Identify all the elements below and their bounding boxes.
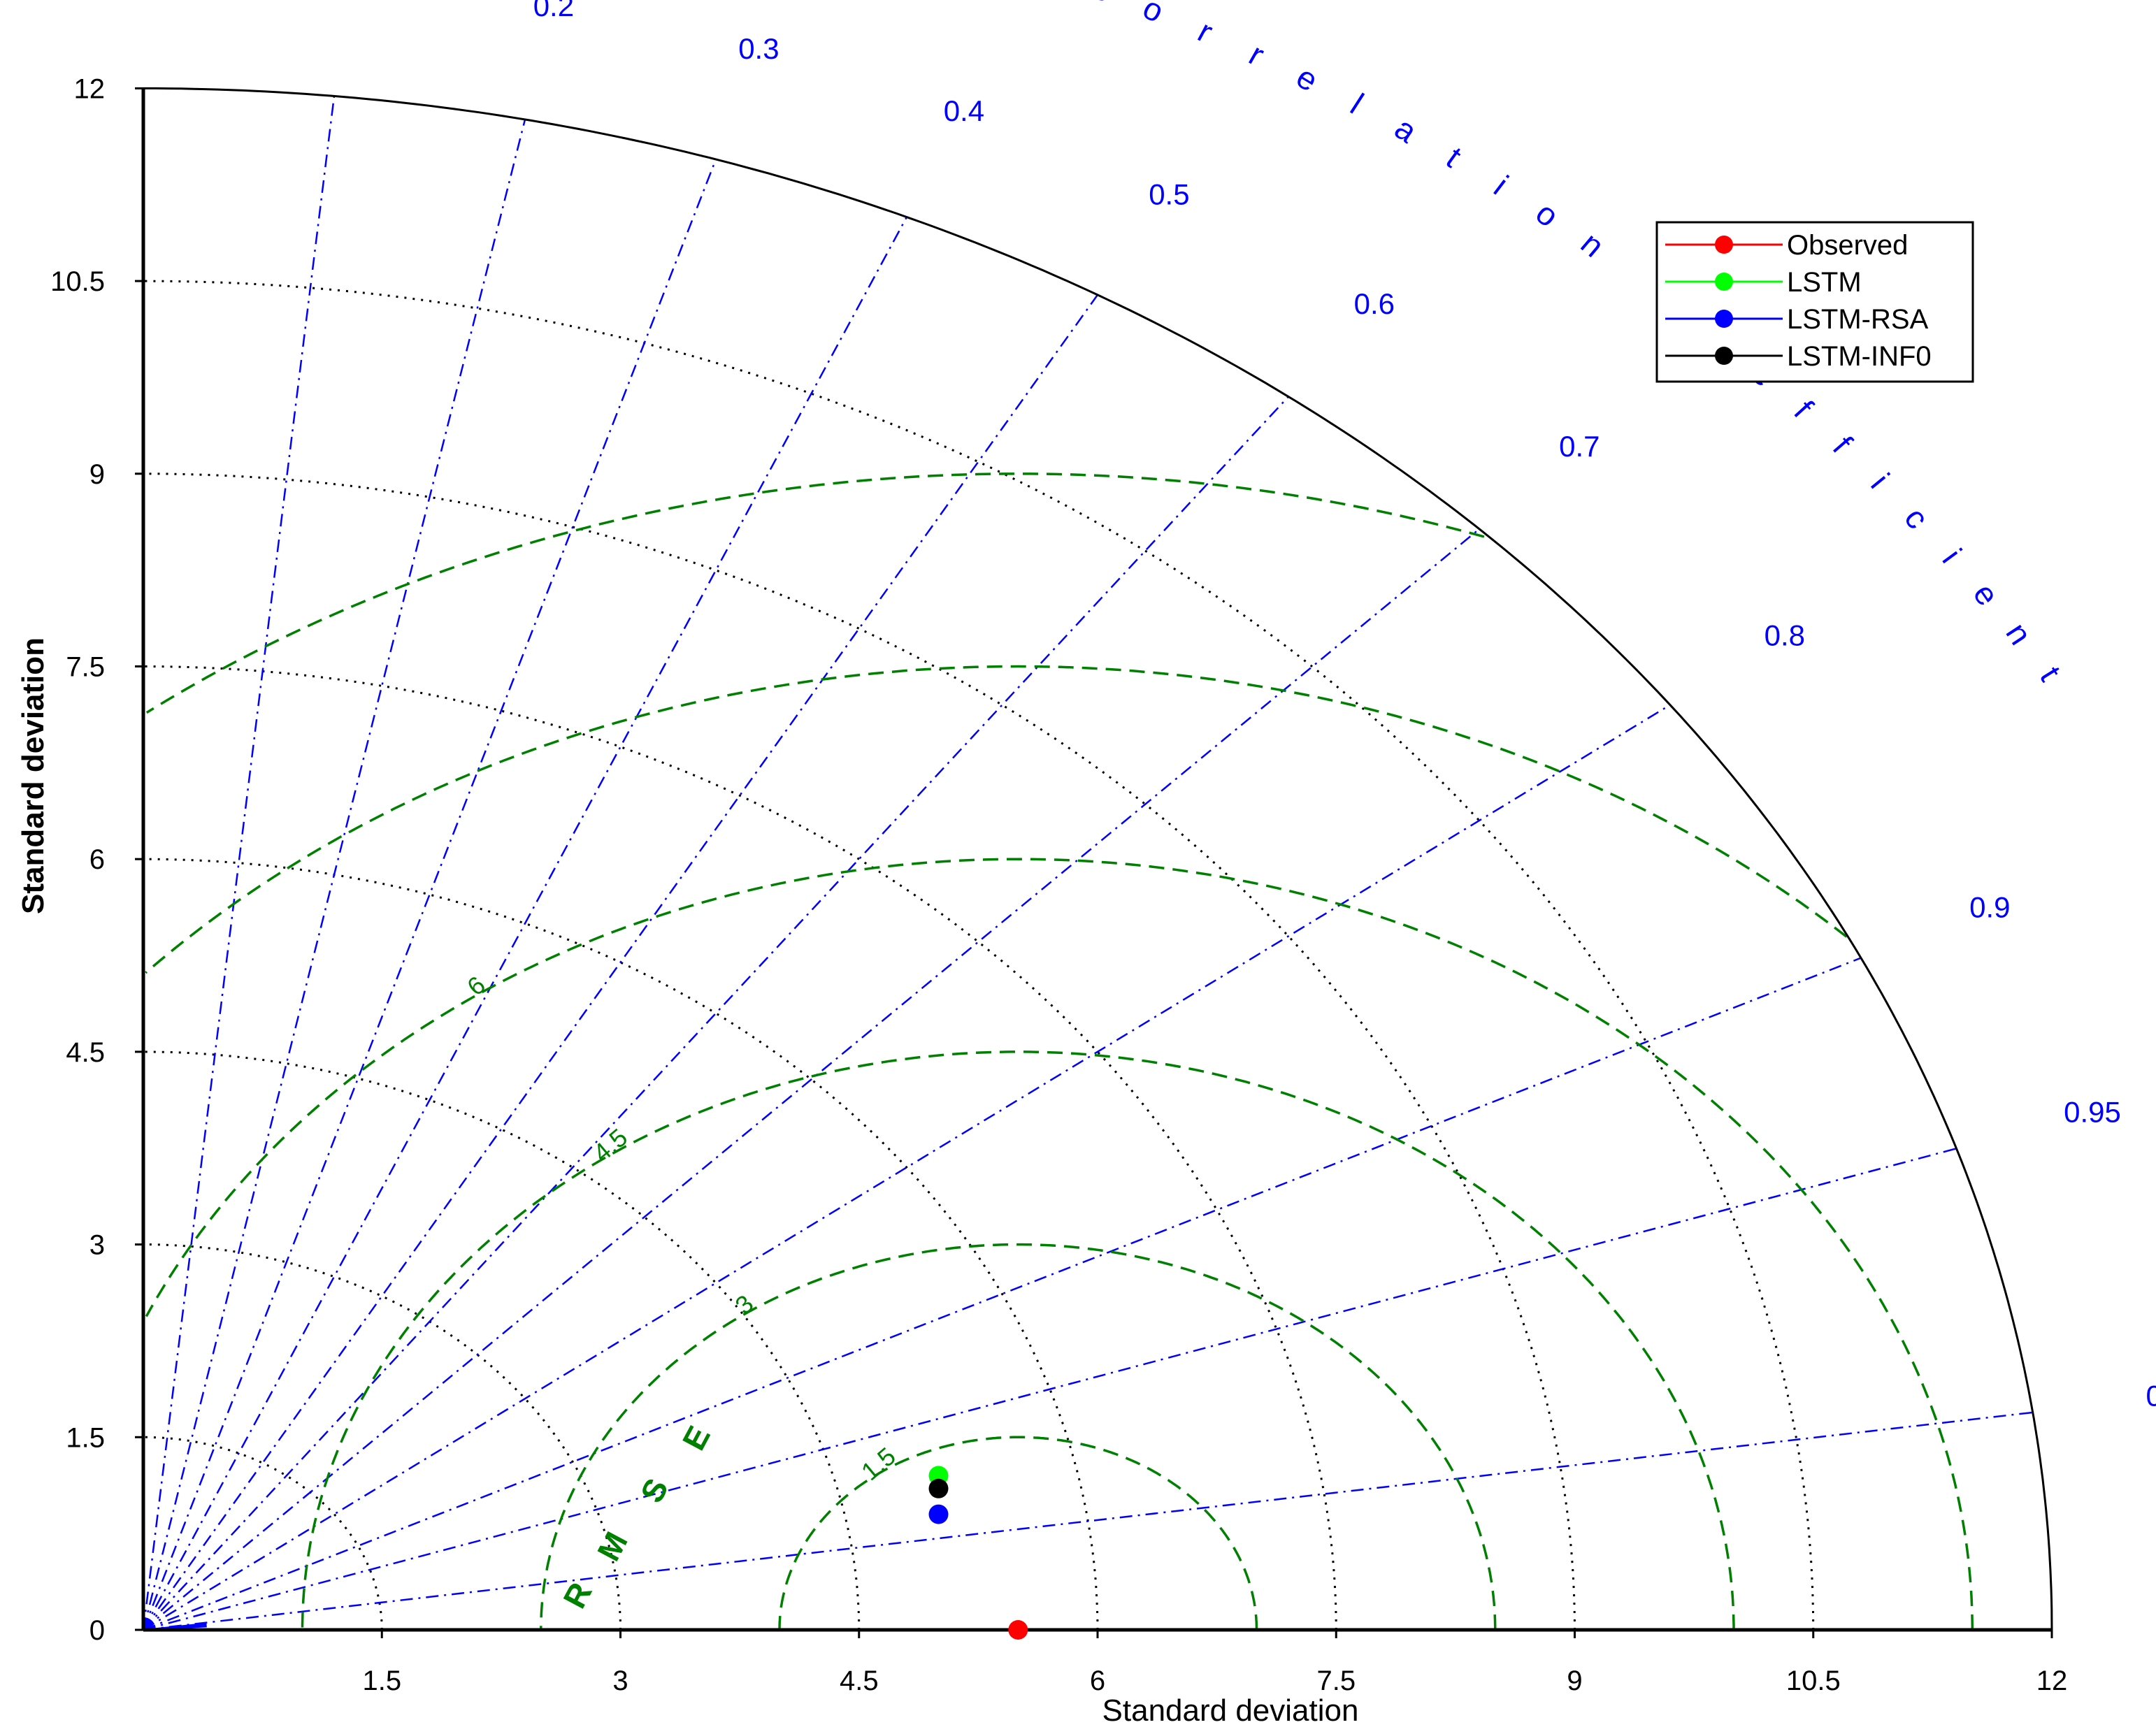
rmse-contour-label: 1.5 bbox=[856, 1442, 901, 1487]
correlation-title-letter: e bbox=[1966, 577, 2006, 612]
correlation-ray bbox=[143, 1148, 1957, 1631]
correlation-title-letter: c bbox=[1897, 500, 1936, 535]
correlation-ray bbox=[143, 396, 1289, 1631]
axis-ticks: 0 1.5 1.5 3 3 4.5 4.5 6 6 7.5 7.5 9 9 10.5 10.5 12 12 bbox=[50, 73, 2067, 1696]
correlation-title-letter: r bbox=[1243, 36, 1270, 73]
correlation-title-letter: r bbox=[1192, 13, 1219, 50]
y-tick-label: 4.5 bbox=[66, 1037, 105, 1068]
point-lstm-rsa bbox=[928, 1504, 949, 1524]
x-tick-label: 9 bbox=[1567, 1666, 1582, 1696]
x-tick-label: 12 bbox=[2036, 1666, 2068, 1696]
correlation-title-letter: f bbox=[1787, 393, 1820, 425]
correlation-ray bbox=[143, 528, 1480, 1631]
correlation-title-letter: o bbox=[1529, 194, 1565, 234]
rmse-contour bbox=[145, 472, 1485, 714]
correlation-title-letter: C bbox=[1083, 0, 1119, 10]
point-lstm-inf0 bbox=[928, 1478, 949, 1498]
std-arc bbox=[143, 1243, 621, 1631]
correlation-title-letter: o bbox=[1137, 0, 1170, 29]
correlation-title-letter: n bbox=[1999, 616, 2039, 651]
correlation-title-letter: t bbox=[1440, 140, 1469, 175]
rmse-contour-label: 4.5 bbox=[587, 1123, 633, 1168]
rmse-contour-label: 6 bbox=[461, 970, 491, 1001]
correlation-tick-label: 0.2 bbox=[533, 0, 574, 22]
legend-marker bbox=[1715, 310, 1733, 328]
legend-marker bbox=[1715, 236, 1733, 254]
std-arc bbox=[143, 858, 1099, 1631]
y-tick-label: 12 bbox=[74, 73, 106, 104]
legend-entry-label: LSTM-INF0 bbox=[1787, 341, 1932, 372]
legend-entry-label: Observed bbox=[1787, 230, 1908, 261]
correlation-title-letter: e bbox=[1291, 58, 1325, 99]
correlation-ray bbox=[142, 119, 526, 1631]
x-tick-label: 4.5 bbox=[840, 1666, 879, 1696]
x-tick-label: 1.5 bbox=[362, 1666, 401, 1696]
std-grid-arcs bbox=[143, 280, 1815, 1631]
correlation-title-letter: i bbox=[1488, 168, 1516, 202]
point-observed bbox=[1008, 1620, 1028, 1640]
legend-entry-label: LSTM bbox=[1787, 267, 1862, 298]
correlation-ray bbox=[142, 96, 336, 1631]
correlation-ray bbox=[143, 957, 1862, 1631]
y-tick-label: 9 bbox=[89, 459, 105, 490]
correlation-title-letter: i bbox=[1864, 466, 1897, 495]
y-tick-label: 6 bbox=[89, 844, 105, 875]
correlation-tick-label: 0.3 bbox=[738, 32, 779, 65]
correlation-title-letter: t bbox=[2033, 660, 2069, 687]
rmse-contour bbox=[301, 1050, 1735, 1630]
correlation-tick-label: 0.9 bbox=[1969, 891, 2010, 924]
std-arc bbox=[143, 1436, 383, 1631]
x-tick-label: 6 bbox=[1090, 1666, 1105, 1696]
rmse-contours: 1.5 3 4.5 6 bbox=[145, 472, 1974, 1631]
std-arc bbox=[143, 280, 1815, 1631]
correlation-title-letter: l bbox=[1344, 86, 1370, 120]
legend-entry-label: LSTM-RSA bbox=[1787, 304, 1929, 335]
rmse-contour bbox=[145, 858, 1974, 1631]
legend: Observed LSTM LSTM-RSA LSTM-INF0 bbox=[1655, 221, 1974, 383]
rmse-title-letter: S bbox=[633, 1473, 675, 1509]
correlation-tick-label: 0.5 bbox=[1149, 178, 1189, 211]
legend-marker bbox=[1715, 273, 1733, 291]
std-arc bbox=[143, 472, 1576, 1631]
std-arc bbox=[143, 665, 1337, 1631]
legend-marker bbox=[1715, 347, 1733, 365]
y-tick-label: 7.5 bbox=[66, 652, 105, 683]
correlation-tick-label: 0.95 bbox=[2064, 1096, 2121, 1129]
rmse-contour-label: 3 bbox=[730, 1289, 759, 1320]
x-tick-label: 7.5 bbox=[1316, 1666, 1356, 1696]
y-tick-label: 3 bbox=[89, 1230, 105, 1261]
correlation-ray bbox=[142, 159, 717, 1631]
correlation-title-letter: a bbox=[1388, 110, 1424, 150]
y-tick-label: 10.5 bbox=[50, 266, 105, 297]
rmse-contour bbox=[778, 1436, 1258, 1630]
x-axis-title: Standard deviation bbox=[1102, 1693, 1359, 1728]
y-tick-label: 1.5 bbox=[66, 1422, 105, 1453]
correlation-title-letter: i bbox=[1935, 542, 1969, 570]
correlation-title-letter: f bbox=[1826, 429, 1860, 460]
rmse-contour bbox=[540, 1243, 1497, 1631]
x-tick-label: 3 bbox=[612, 1666, 628, 1696]
x-tick-label: 10.5 bbox=[1786, 1666, 1841, 1696]
correlation-tick-label: 0.4 bbox=[944, 94, 984, 127]
correlation-title-letter: n bbox=[1574, 225, 1611, 264]
y-tick-label: 0 bbox=[89, 1615, 105, 1646]
correlation-tick-label: 0.7 bbox=[1559, 430, 1600, 463]
correlation-ray bbox=[142, 294, 1099, 1631]
correlation-tick-label: 0.8 bbox=[1765, 619, 1805, 651]
correlation-ray bbox=[143, 1411, 2033, 1631]
rmse-title-letter: M bbox=[590, 1526, 635, 1566]
std-arc bbox=[143, 1050, 861, 1631]
correlation-tick-label: 0.6 bbox=[1354, 287, 1395, 320]
rmse-title-letter: E bbox=[675, 1420, 717, 1457]
rmse-contour bbox=[145, 665, 1848, 974]
correlation-ray bbox=[142, 216, 908, 1631]
data-points bbox=[928, 1466, 1028, 1640]
y-axis-title: Standard deviation bbox=[16, 637, 50, 914]
outer-arc bbox=[143, 87, 2053, 1631]
correlation-rays bbox=[142, 96, 2033, 1631]
correlation-tick-labels: 0.10.20.30.40.50.60.70.80.90.950.99 bbox=[533, 0, 2156, 1413]
correlation-tick-label: 0.99 bbox=[2146, 1380, 2156, 1413]
